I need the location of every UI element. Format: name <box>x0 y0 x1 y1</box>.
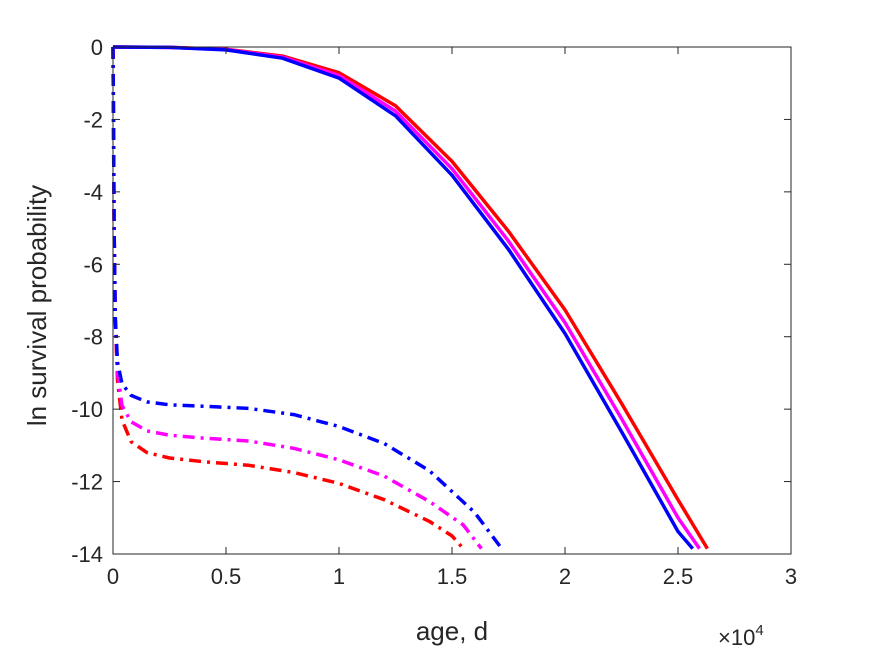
y-axis-label: ln survival probability <box>22 185 52 426</box>
series-line-6 <box>111 46 504 550</box>
x-tick-label: 0.5 <box>211 564 242 589</box>
series-line-2 <box>112 45 701 550</box>
x-tick-label: 0 <box>107 564 119 589</box>
x-axis-label: age, d <box>416 616 488 646</box>
series-line-5 <box>111 46 483 550</box>
x-axis-exponent-base: ×10 <box>718 625 755 650</box>
y-tick-label: -2 <box>83 107 103 132</box>
y-tick-label: -8 <box>83 325 103 350</box>
x-axis-ticks: 0 0.5 1 1.5 2 2.5 3 <box>107 47 797 589</box>
y-tick-label: -10 <box>71 397 103 422</box>
x-tick-label: 3 <box>785 564 797 589</box>
y-tick-label: 0 <box>91 35 103 60</box>
series-layer <box>111 45 709 550</box>
x-tick-label: 2.5 <box>663 564 694 589</box>
y-tick-label: -4 <box>83 180 103 205</box>
y-tick-label: -12 <box>71 470 103 495</box>
y-axis-ticks: 0 -2 -4 -6 -8 -10 -12 -14 <box>71 35 791 567</box>
x-tick-label: 2 <box>559 564 571 589</box>
x-tick-label: 1 <box>333 564 345 589</box>
y-tick-label: -6 <box>83 252 103 277</box>
series-line-3 <box>112 45 695 550</box>
x-axis-exponent: ×104 <box>718 622 764 650</box>
series-line-4 <box>111 46 465 550</box>
y-tick-label: -14 <box>71 542 103 567</box>
series-line-1 <box>112 45 709 550</box>
x-axis-exponent-power: 4 <box>755 622 763 639</box>
axes-box <box>112 46 792 555</box>
x-tick-label: 1.5 <box>437 564 468 589</box>
